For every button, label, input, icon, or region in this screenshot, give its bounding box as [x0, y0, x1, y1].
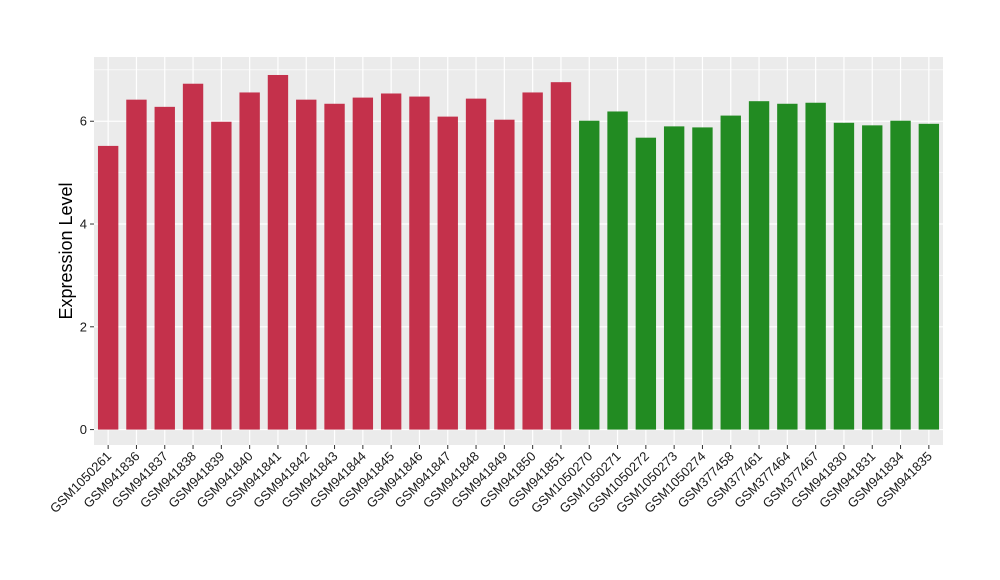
x-axis: GSM1050261GSM941836GSM941837GSM941838GSM… — [47, 445, 935, 516]
bar — [182, 83, 204, 430]
y-tick-label: 6 — [80, 114, 87, 129]
bar — [663, 126, 685, 430]
bar — [720, 115, 741, 430]
bar — [777, 103, 798, 430]
bar — [494, 119, 515, 430]
bar — [550, 82, 572, 430]
bar — [579, 120, 600, 430]
bar — [211, 121, 232, 430]
bar — [267, 74, 289, 430]
bar — [409, 96, 430, 430]
bar — [522, 92, 543, 430]
bar — [126, 99, 147, 430]
bar — [296, 99, 317, 430]
bar — [324, 103, 345, 430]
bar — [890, 120, 911, 430]
bar — [465, 98, 487, 430]
bar — [918, 123, 940, 430]
bar — [352, 97, 374, 430]
bar — [380, 93, 402, 430]
y-axis-title: Expression Level — [56, 182, 76, 319]
bars — [97, 74, 940, 430]
bar — [833, 122, 855, 430]
bar — [862, 125, 883, 430]
bar — [607, 111, 628, 430]
y-tick-label: 4 — [80, 217, 87, 232]
bar — [239, 92, 260, 430]
bar — [635, 137, 657, 430]
bar — [437, 116, 458, 430]
y-tick-label: 0 — [80, 422, 87, 437]
y-tick-label: 2 — [80, 319, 87, 334]
bar — [805, 102, 826, 430]
bar — [97, 145, 119, 430]
bar — [692, 127, 713, 430]
bar — [154, 106, 175, 430]
bar — [748, 101, 770, 430]
y-axis: 0 2 4 6 — [80, 114, 94, 437]
